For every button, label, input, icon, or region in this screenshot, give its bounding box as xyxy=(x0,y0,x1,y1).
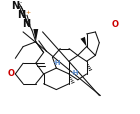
Text: O: O xyxy=(8,68,15,77)
Polygon shape xyxy=(80,38,87,47)
Text: ·H: ·H xyxy=(52,60,61,66)
Polygon shape xyxy=(33,30,38,42)
Text: ·H: ·H xyxy=(71,69,79,75)
Text: -: - xyxy=(19,0,21,5)
Text: N: N xyxy=(17,10,25,20)
Text: +: + xyxy=(25,10,30,15)
Text: N: N xyxy=(22,19,30,29)
Text: O: O xyxy=(111,19,118,28)
Text: N: N xyxy=(11,1,19,10)
